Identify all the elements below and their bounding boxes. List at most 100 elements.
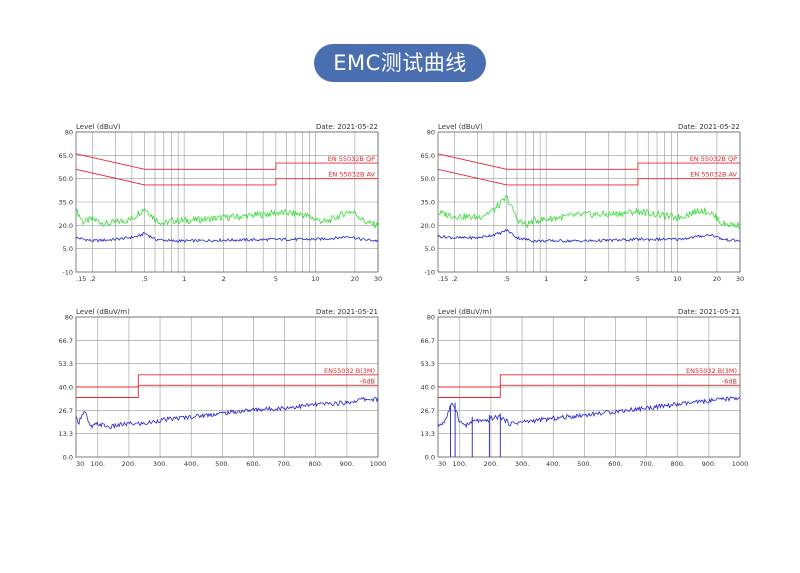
x-tick-label: 300. — [153, 460, 167, 468]
x-tick-label: 1 — [182, 275, 186, 283]
y-tick-label: 13.3 — [59, 430, 73, 438]
x-tick-label: 900. — [340, 460, 354, 468]
y-tick-label: 53.3 — [421, 360, 435, 368]
y-tick-label: -10 — [424, 269, 435, 277]
radiated-chart-right: Level (dBuV/m) Date: 2021-05-21 80 66.7 53.3… — [421, 308, 749, 468]
y-tick-label: 66.7 — [59, 337, 73, 345]
conducted-chart-left: Level (dBuV) Date: 2021-05-22 80 65.0 50.0 35… — [59, 123, 383, 283]
x-tick-label: 900. — [702, 460, 716, 468]
chart-date: Date: 2021-05-21 — [316, 308, 378, 316]
limit-label: EN 55032B AV — [328, 171, 375, 179]
limit-line — [437, 153, 740, 170]
limit-line — [75, 153, 378, 170]
series-line-av — [75, 231, 379, 244]
x-tick-label: .5 — [504, 275, 510, 283]
x-tick-label: 2 — [222, 275, 226, 283]
x-tick-label: 1000 — [732, 460, 749, 468]
y-tick-label: 0.0 — [63, 454, 73, 462]
x-tick-label: .5 — [142, 275, 148, 283]
x-tick-label: 10 — [673, 275, 681, 283]
y-tick-label: 20.0 — [421, 222, 435, 230]
y-tick-label: 0.0 — [425, 454, 435, 462]
limit-line — [75, 168, 378, 186]
limit-line — [438, 384, 740, 398]
chart-date: Date: 2021-05-22 — [316, 123, 378, 131]
radiated-chart-left: Level (dBuV/m) Date: 2021-05-21 80 66.7 53.3… — [59, 308, 387, 468]
y-tick-label: 40.0 — [59, 384, 73, 392]
limit-label: EN 55032B QP — [690, 155, 737, 163]
x-tick-label: 600. — [246, 460, 260, 468]
x-tick-label: 100. — [91, 460, 105, 468]
y-tick-label: 50.0 — [59, 175, 73, 183]
x-tick-label: .2 — [451, 275, 457, 283]
x-tick-label: 30 — [438, 460, 446, 468]
y-tick-label: 5.0 — [425, 245, 435, 253]
x-tick-label: 400. — [184, 460, 198, 468]
x-tick-label: 30 — [76, 460, 84, 468]
x-tick-label: .2 — [89, 275, 95, 283]
x-tick-label: 20 — [713, 275, 721, 283]
plot-frame — [437, 131, 741, 273]
y-axis-label: Level (dBuV/m) — [76, 308, 130, 316]
y-tick-label: 80 — [427, 129, 435, 137]
x-tick-label: 30 — [374, 275, 382, 283]
limit-line — [76, 384, 378, 398]
y-tick-label: 53.3 — [59, 360, 73, 368]
limit-label: EN 55032B QP — [328, 155, 375, 163]
x-tick-label: 5 — [274, 275, 278, 283]
x-tick-label: 1000 — [370, 460, 387, 468]
y-axis-label: Level (dBuV) — [438, 123, 483, 131]
x-tick-label: 10 — [311, 275, 319, 283]
series-line-qp — [75, 208, 379, 229]
limit-label: EN55032 B(3M) — [686, 367, 737, 375]
x-tick-label: .15 — [76, 275, 86, 283]
x-tick-label: 2 — [584, 275, 588, 283]
x-tick-label: 200. — [484, 460, 498, 468]
x-tick-label: 800. — [670, 460, 684, 468]
x-tick-label: .15 — [438, 275, 448, 283]
x-tick-label: 800. — [308, 460, 322, 468]
limit-label: -6dB — [722, 377, 737, 385]
y-axis-label: Level (dBuV) — [76, 123, 121, 131]
y-tick-label: -10 — [62, 269, 73, 277]
series-line-meas — [437, 396, 741, 429]
y-tick-label: 20.0 — [59, 222, 73, 230]
y-tick-label: 35.0 — [421, 199, 435, 207]
y-tick-label: 65.0 — [421, 152, 435, 160]
x-tick-label: 400. — [546, 460, 560, 468]
y-tick-label: 80 — [65, 314, 73, 322]
y-tick-label: 35.0 — [59, 199, 73, 207]
series-line-meas — [75, 396, 379, 430]
x-tick-label: 600. — [608, 460, 622, 468]
plot-frame — [75, 131, 379, 273]
x-tick-label: 5 — [636, 275, 640, 283]
page-title: EMC测试曲线 — [314, 44, 486, 82]
limit-line — [437, 168, 740, 186]
limit-line — [76, 374, 378, 388]
series-line-av — [437, 228, 741, 243]
y-tick-label: 65.0 — [59, 152, 73, 160]
y-tick-label: 26.7 — [59, 407, 73, 415]
x-tick-label: 20 — [351, 275, 359, 283]
x-tick-label: 500. — [577, 460, 591, 468]
x-tick-label: 200. — [122, 460, 136, 468]
y-tick-label: 13.3 — [421, 430, 435, 438]
x-tick-label: 100. — [453, 460, 467, 468]
x-tick-label: 30 — [736, 275, 744, 283]
chart-date: Date: 2021-05-21 — [678, 308, 740, 316]
x-tick-label: 300. — [515, 460, 529, 468]
limit-line — [438, 374, 740, 388]
y-axis-label: Level (dBuV/m) — [438, 308, 492, 316]
y-tick-label: 40.0 — [421, 384, 435, 392]
y-tick-label: 50.0 — [421, 175, 435, 183]
limit-label: EN 55032B AV — [690, 171, 737, 179]
series-line-qp — [437, 195, 741, 230]
y-tick-label: 66.7 — [421, 337, 435, 345]
limit-label: -6dB — [360, 377, 375, 385]
x-tick-label: 700. — [277, 460, 291, 468]
y-tick-label: 80 — [427, 314, 435, 322]
x-tick-label: 500. — [215, 460, 229, 468]
y-tick-label: 26.7 — [421, 407, 435, 415]
chart-date: Date: 2021-05-22 — [678, 123, 740, 131]
y-tick-label: 5.0 — [63, 245, 73, 253]
